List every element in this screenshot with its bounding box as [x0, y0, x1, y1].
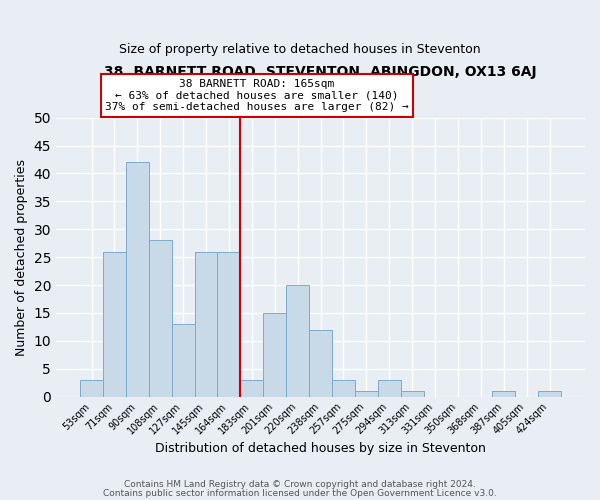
Bar	[172, 324, 194, 396]
Y-axis label: Number of detached properties: Number of detached properties	[15, 158, 28, 356]
X-axis label: Distribution of detached houses by size in Steventon: Distribution of detached houses by size …	[155, 442, 486, 455]
Bar	[103, 252, 126, 396]
Bar	[332, 380, 355, 396]
Text: Contains public sector information licensed under the Open Government Licence v3: Contains public sector information licen…	[103, 488, 497, 498]
Bar	[241, 380, 263, 396]
Text: Contains HM Land Registry data © Crown copyright and database right 2024.: Contains HM Land Registry data © Crown c…	[124, 480, 476, 489]
Text: Size of property relative to detached houses in Steventon: Size of property relative to detached ho…	[119, 42, 481, 56]
Bar	[401, 391, 424, 396]
Bar	[355, 391, 378, 396]
Bar	[194, 252, 217, 396]
Bar	[492, 391, 515, 396]
Bar	[538, 391, 561, 396]
Bar	[263, 313, 286, 396]
Bar	[309, 330, 332, 396]
Bar	[149, 240, 172, 396]
Title: 38, BARNETT ROAD, STEVENTON, ABINGDON, OX13 6AJ: 38, BARNETT ROAD, STEVENTON, ABINGDON, O…	[104, 65, 537, 79]
Bar	[217, 252, 241, 396]
Bar	[378, 380, 401, 396]
Text: 38 BARNETT ROAD: 165sqm
← 63% of detached houses are smaller (140)
37% of semi-d: 38 BARNETT ROAD: 165sqm ← 63% of detache…	[105, 79, 409, 112]
Bar	[80, 380, 103, 396]
Bar	[126, 162, 149, 396]
Bar	[286, 285, 309, 397]
